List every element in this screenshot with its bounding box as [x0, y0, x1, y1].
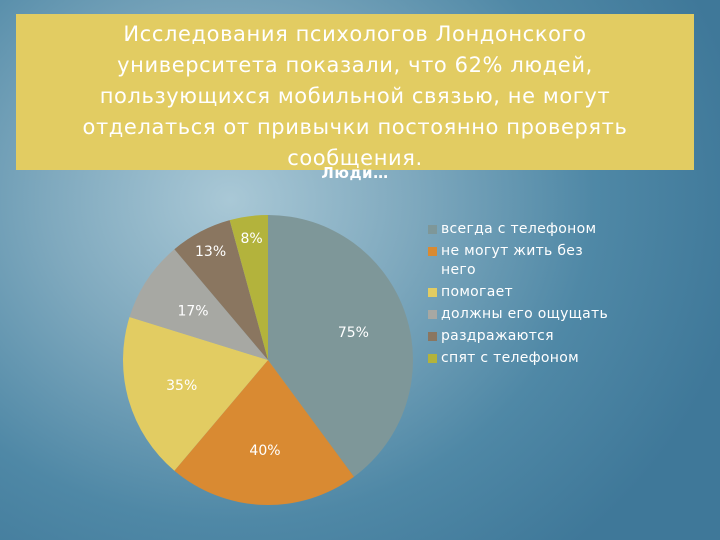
pie-data-label: 8%	[240, 231, 262, 247]
legend-label: помогает	[441, 284, 513, 300]
legend-item: всегда с телефоном	[428, 220, 613, 239]
legend-swatch	[428, 354, 437, 363]
legend-label: раздражаются	[441, 328, 554, 344]
pie-slice	[122, 317, 268, 471]
pie-data-label: 40%	[249, 443, 280, 459]
pie-data-label: 35%	[166, 378, 197, 394]
legend-item: помогает	[428, 283, 613, 302]
chart-title: Люди…	[321, 164, 389, 182]
pie-data-label: 75%	[338, 325, 369, 341]
chart-legend: всегда с телефоном не могут жить без него…	[428, 220, 613, 371]
pie-slice	[174, 360, 355, 506]
pie-data-label: 17%	[177, 303, 208, 319]
legend-item: должны его ощущать	[428, 305, 613, 324]
legend-item: спят с телефоном	[428, 349, 613, 368]
headline-text: Исследования психологов Лондонского унив…	[82, 21, 628, 170]
pie-data-label: 13%	[195, 244, 226, 260]
legend-swatch	[428, 225, 437, 234]
legend-label: не могут жить без него	[441, 243, 583, 278]
headline-banner: Исследования психологов Лондонского унив…	[16, 14, 694, 170]
legend-item: не могут жить без него	[428, 242, 613, 280]
pie-slice	[129, 249, 268, 360]
legend-swatch	[428, 288, 437, 297]
legend-label: всегда с телефоном	[441, 221, 597, 237]
pie-slice	[174, 220, 268, 360]
legend-swatch	[428, 247, 437, 256]
pie-slice	[268, 215, 413, 477]
legend-swatch	[428, 310, 437, 319]
legend-swatch	[428, 332, 437, 341]
legend-label: должны его ощущать	[441, 306, 609, 322]
legend-item: раздражаются	[428, 327, 613, 346]
legend-label: спят с телефоном	[441, 350, 579, 366]
pie-slice	[229, 215, 268, 360]
